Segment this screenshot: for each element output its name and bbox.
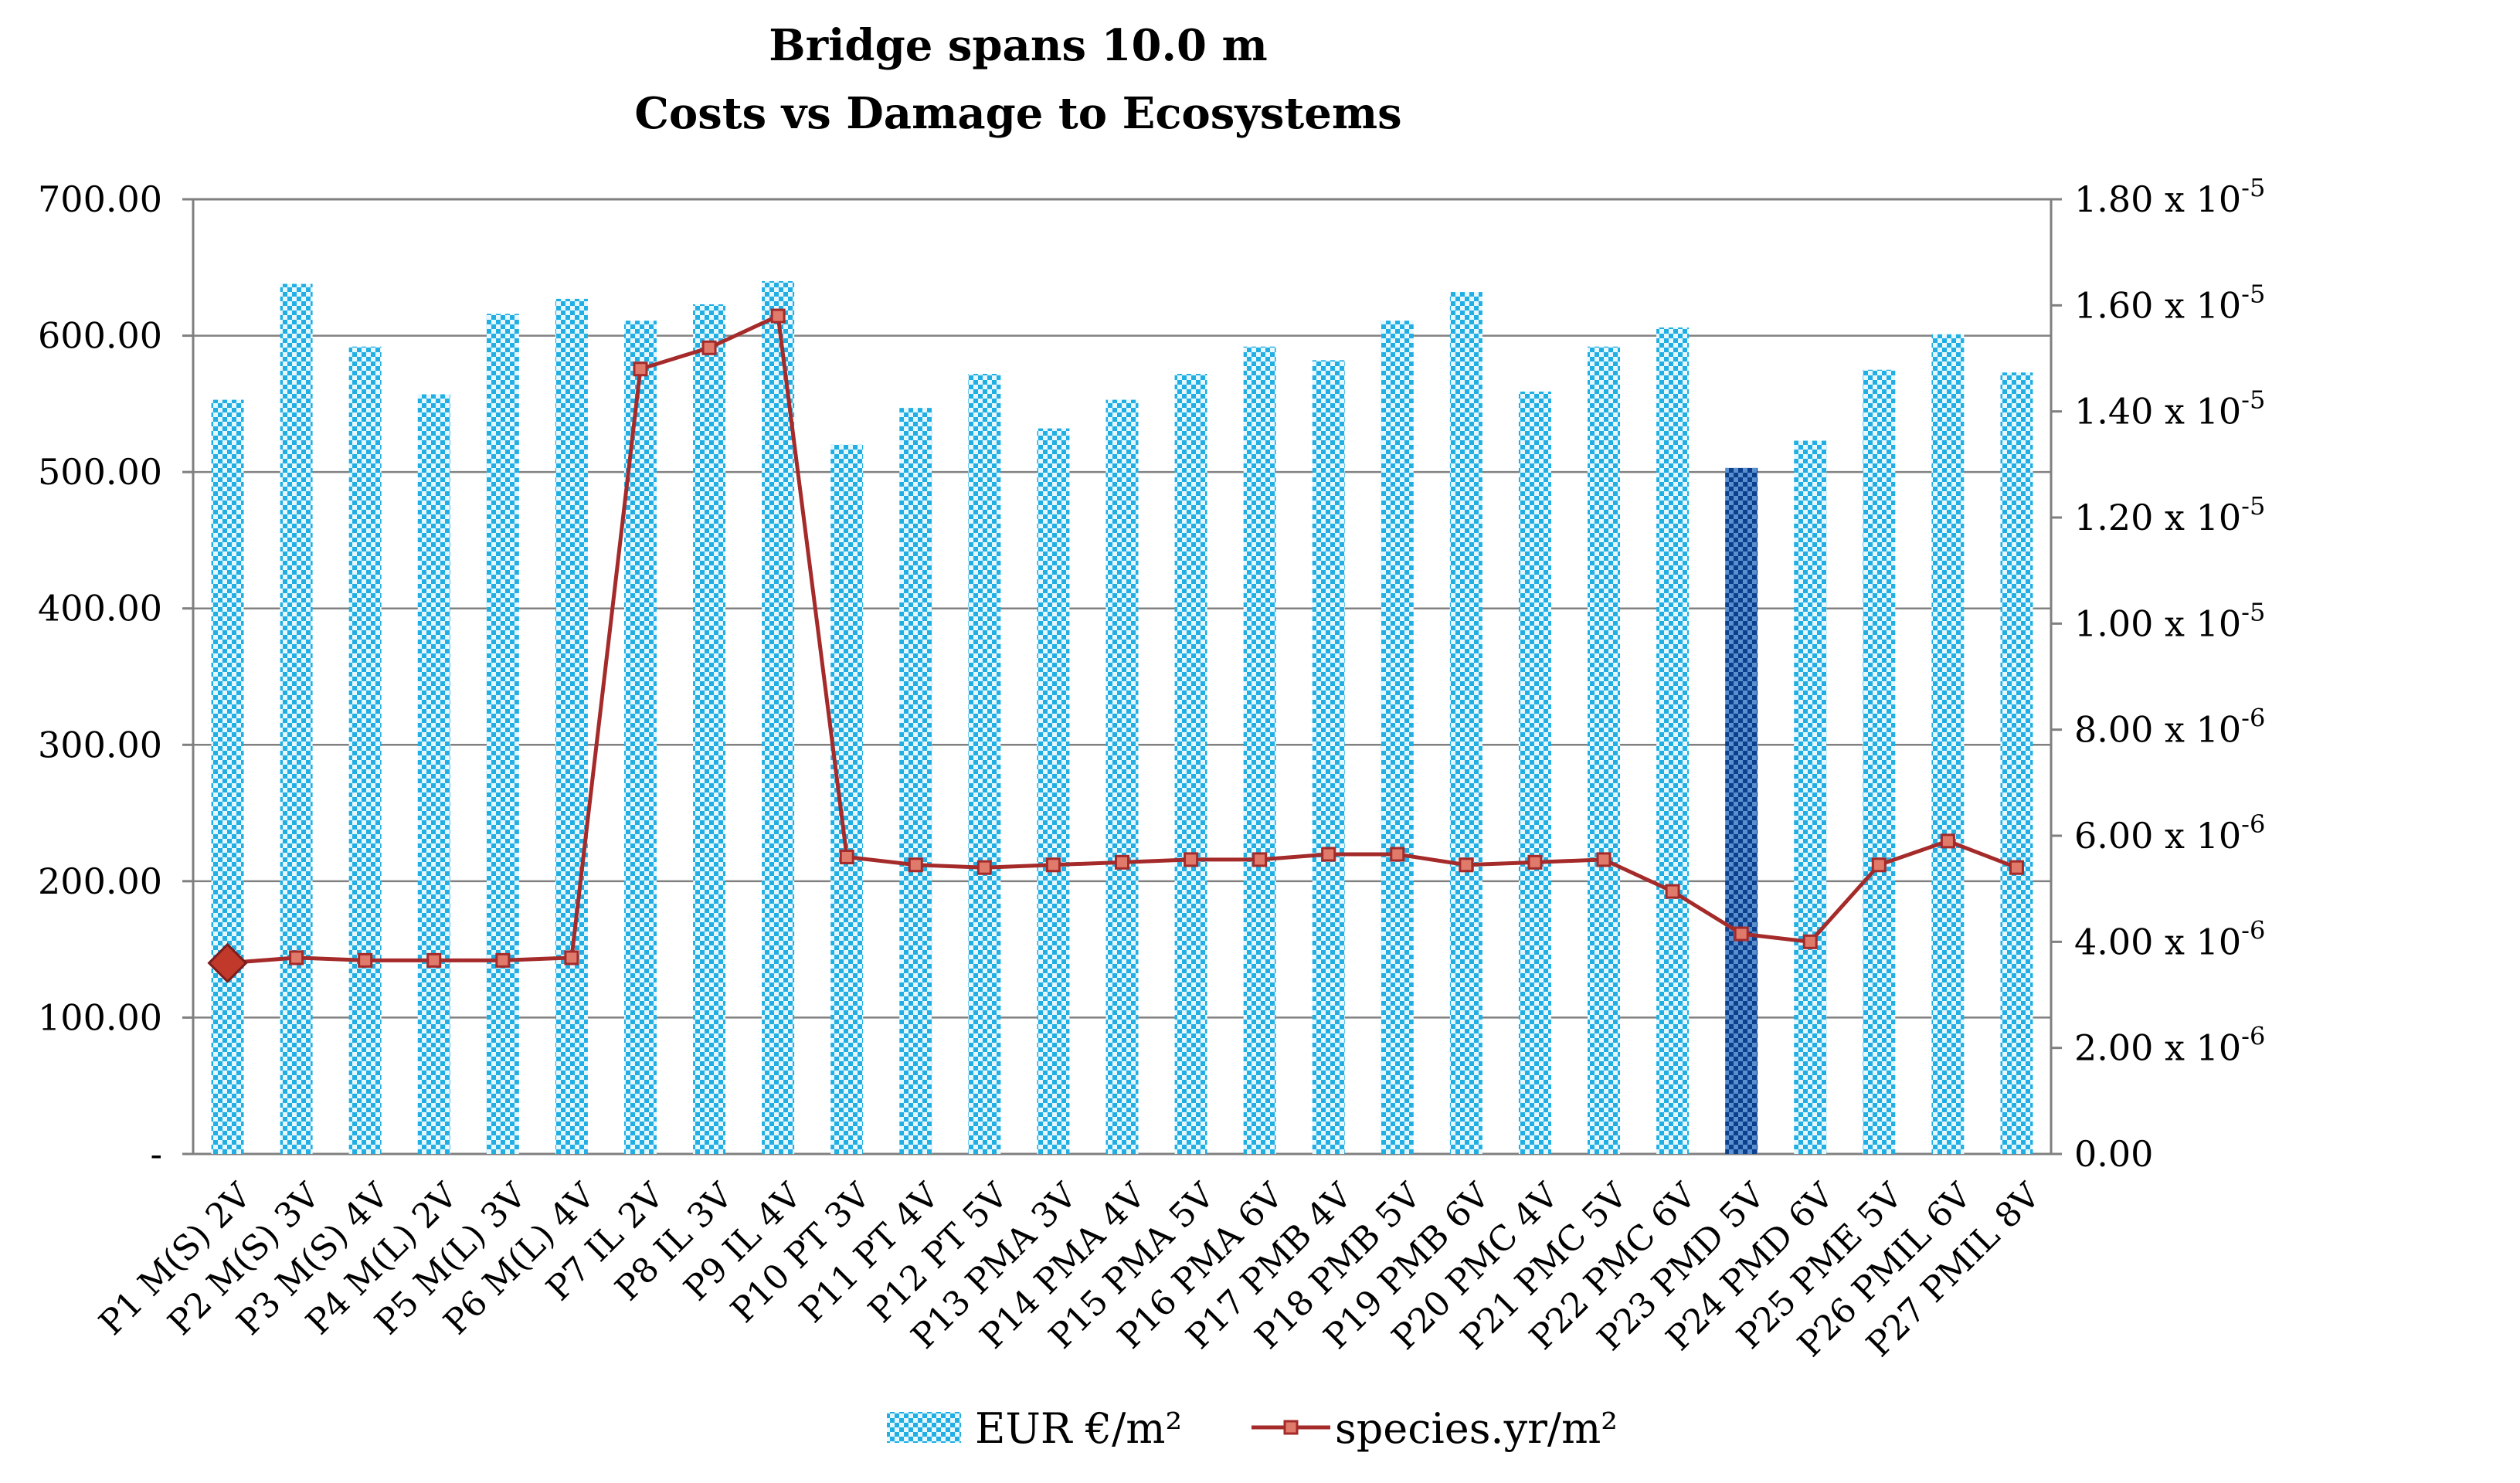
- bar: [1037, 428, 1070, 1154]
- bar: [1863, 369, 1896, 1154]
- legend-swatch-eur: [887, 1412, 961, 1443]
- chart-title: Bridge spans 10.0 m: [769, 20, 1267, 71]
- line-point: [1459, 857, 1474, 873]
- bar: [968, 374, 1001, 1154]
- bar: [623, 321, 657, 1154]
- right-axis-tick-label: 1.20 x 10-5: [2074, 491, 2265, 538]
- right-axis-tick-exponent: -5: [2241, 491, 2265, 521]
- right-axis-tick-label: 2.00 x 10-6: [2074, 1022, 2265, 1069]
- line-point: [1321, 847, 1336, 862]
- bar: [1449, 292, 1482, 1154]
- line-point: [1665, 884, 1680, 899]
- line-point: [1252, 852, 1268, 867]
- right-axis-tick-exponent: -6: [2241, 809, 2265, 839]
- right-axis-tick-exponent: -5: [2241, 279, 2265, 308]
- line-point: [908, 857, 923, 873]
- bar: [1105, 399, 1139, 1154]
- line-point: [1871, 857, 1887, 873]
- line-point: [207, 942, 248, 983]
- legend-label-eur: EUR €/m²: [975, 1404, 1182, 1453]
- bar: [762, 280, 795, 1154]
- bar: [1588, 346, 1621, 1154]
- right-axis-tick-label: 1.00 x 10-5: [2074, 597, 2265, 644]
- line-point: [564, 950, 579, 965]
- right-axis-tick-label: 0.00: [2074, 1133, 2153, 1175]
- bar: [1794, 440, 1827, 1154]
- line-series: [207, 308, 2024, 983]
- line-point: [1390, 847, 1405, 862]
- line-point: [1045, 857, 1061, 873]
- right-axis-tick-label: 8.00 x 10-6: [2074, 704, 2265, 751]
- right-axis-tick-exponent: -5: [2241, 597, 2265, 626]
- left-axis-tick-label: 400.00: [38, 588, 162, 630]
- bar: [417, 394, 450, 1154]
- left-axis-tick-label: 700.00: [38, 178, 162, 220]
- right-axis-tick-exponent: -6: [2241, 915, 2265, 945]
- left-axis-tick-label: 100.00: [38, 996, 162, 1038]
- line-point: [289, 950, 304, 965]
- bar: [1931, 334, 1965, 1155]
- bar: [899, 408, 932, 1154]
- right-axis-tick-label: 4.00 x 10-6: [2074, 915, 2265, 962]
- bar: [1518, 391, 1551, 1155]
- left-axis-tick-label: 200.00: [38, 860, 162, 902]
- line-point: [1184, 852, 1199, 867]
- bar: [1381, 321, 1414, 1154]
- line-point: [770, 308, 786, 324]
- bar: [1656, 327, 1690, 1154]
- line-point: [1940, 833, 1955, 849]
- line-point: [1802, 934, 1818, 949]
- bar: [280, 283, 313, 1155]
- left-axis-tick-label: 600.00: [38, 315, 162, 357]
- bar: [830, 444, 864, 1154]
- legend-label-species: species.yr/m²: [1335, 1404, 1618, 1453]
- line-point: [839, 849, 854, 864]
- bar: [555, 298, 588, 1154]
- left-axis-tick-label: -: [150, 1133, 162, 1175]
- bar-series: [211, 280, 2033, 1155]
- line-point: [358, 952, 373, 968]
- bar: [2000, 372, 2033, 1154]
- right-axis-tick-label: 1.60 x 10-5: [2074, 279, 2265, 326]
- bar: [693, 304, 726, 1155]
- line-point: [495, 952, 511, 968]
- right-axis-tick-exponent: -5: [2241, 173, 2265, 202]
- bar: [1312, 360, 1345, 1155]
- bar: [1243, 346, 1276, 1154]
- chart-subtitle: Costs vs Damage to Ecosystems: [634, 88, 1401, 139]
- bar: [348, 346, 382, 1154]
- right-axis-tick-label: 1.40 x 10-5: [2074, 385, 2265, 433]
- left-axis-tick-label: 500.00: [38, 451, 162, 493]
- left-axis-ticks: - 100.00 200.00 300.00 400.00 500.00 600.00 700…: [38, 178, 193, 1175]
- line-point: [633, 361, 648, 377]
- line-point: [1734, 926, 1749, 942]
- legend: EUR €/m² species.yr/m²: [887, 1404, 1618, 1453]
- right-axis-tick-label: 1.80 x 10-5: [2074, 173, 2265, 220]
- line-point: [701, 340, 717, 355]
- line-point: [1527, 854, 1543, 870]
- line-point: [1115, 854, 1129, 870]
- bar: [1725, 467, 1758, 1154]
- line-point: [426, 952, 442, 968]
- right-axis-tick-label: 6.00 x 10-6: [2074, 809, 2265, 857]
- line-point: [1596, 852, 1612, 867]
- bar: [1174, 374, 1207, 1154]
- bar: [211, 399, 244, 1154]
- line-point: [976, 860, 992, 875]
- left-axis-tick-label: 300.00: [38, 724, 162, 765]
- legend-marker-species: [1283, 1420, 1299, 1435]
- right-axis-tick-exponent: -5: [2241, 385, 2265, 415]
- line-point: [2009, 860, 2024, 875]
- right-axis-ticks: 0.00 2.00 x 10-6 4.00 x 10-6 6.00 x 10-6 8.0…: [2051, 173, 2265, 1175]
- right-axis-tick-exponent: -6: [2241, 1022, 2265, 1051]
- bar: [486, 314, 519, 1154]
- right-axis-tick-exponent: -6: [2241, 704, 2265, 733]
